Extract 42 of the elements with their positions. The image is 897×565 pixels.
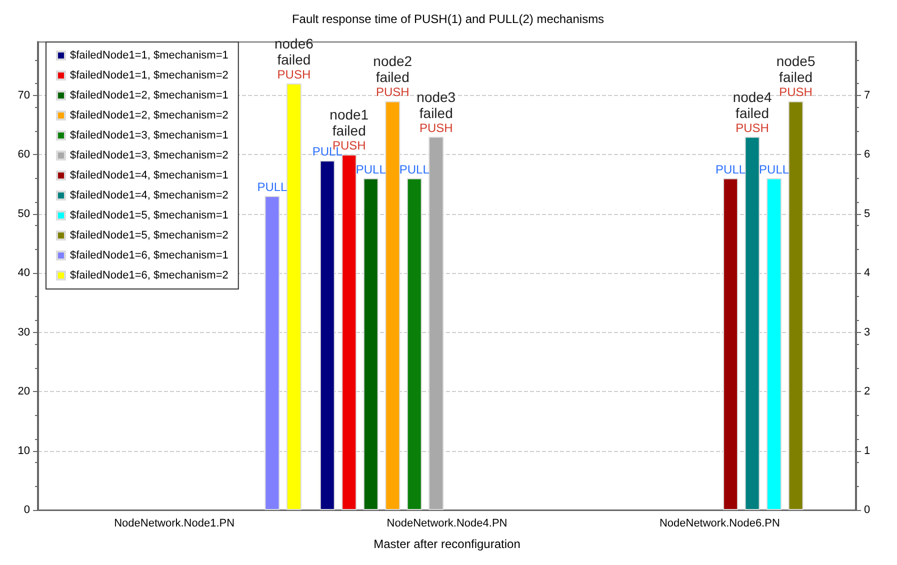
y2-tick-label: 5 <box>864 208 870 220</box>
y-tick-label: 60 <box>18 148 30 161</box>
legend-label: $failedNode1=5, $mechanism=1 <box>70 210 228 222</box>
data-label: PULL <box>356 162 386 176</box>
data-label: node5 failed PUSH <box>776 53 816 100</box>
y-tick-label: 40 <box>18 267 30 280</box>
y-tick-label: 30 <box>18 326 30 338</box>
y-tick-label: 20 <box>18 386 30 398</box>
data-label: node4 failed PUSH <box>732 88 772 135</box>
x-axis-title: Master after reconfiguration <box>374 537 520 551</box>
legend-label: $failedNode1=1, $mechanism=2 <box>70 70 228 82</box>
legend-label: $failedNode1=2, $mechanism=2 <box>70 110 228 122</box>
legend-label: $failedNode1=4, $mechanism=2 <box>70 190 228 202</box>
data-label: node3 failed PUSH <box>416 88 456 135</box>
data-label: PULL <box>759 162 790 176</box>
y-tick-label: 10 <box>18 444 30 457</box>
y2-tick-label: 2 <box>864 386 870 398</box>
legend-label: $failedNode1=3, $mechanism=2 <box>70 150 228 162</box>
legend-label: $failedNode1=3, $mechanism=1 <box>70 130 228 142</box>
y2-tick-label: 3 <box>864 326 870 338</box>
data-label: PULL <box>257 180 288 194</box>
legend-label: $failedNode1=6, $mechanism=2 <box>70 270 228 282</box>
x-tick-label: NodeNetwork.Node1.PN <box>114 518 235 530</box>
y2-tick-label: 4 <box>864 267 870 280</box>
y2-tick-label: 1 <box>864 444 870 457</box>
data-label: node2 failed PUSH <box>373 53 412 100</box>
y2-tick-label: 6 <box>864 148 870 161</box>
legend-label: $failedNode1=1, $mechanism=1 <box>70 50 228 62</box>
y-tick-label: 0 <box>24 504 30 516</box>
x-tick-label: NodeNetwork.Node4.PN <box>386 518 508 530</box>
y-tick-label: 70 <box>18 89 30 102</box>
legend-label: $failedNode1=2, $mechanism=1 <box>70 90 228 102</box>
legend-label: $failedNode1=4, $mechanism=1 <box>70 170 228 182</box>
data-label: PULL <box>716 162 746 176</box>
y2-tick-label: 0 <box>864 504 870 516</box>
x-tick-label: NodeNetwork.Node6.PN <box>659 518 780 530</box>
chart-title: Fault response time of PUSH(1) and PULL(2) mechanisms <box>292 12 604 26</box>
y-tick-label: 50 <box>18 208 30 220</box>
y2-tick-label: 7 <box>864 89 870 102</box>
legend-label: $failedNode1=5, $mechanism=2 <box>70 230 228 242</box>
legend-label: $failedNode1=6, $mechanism=1 <box>70 250 228 262</box>
data-label: PULL <box>399 162 430 176</box>
